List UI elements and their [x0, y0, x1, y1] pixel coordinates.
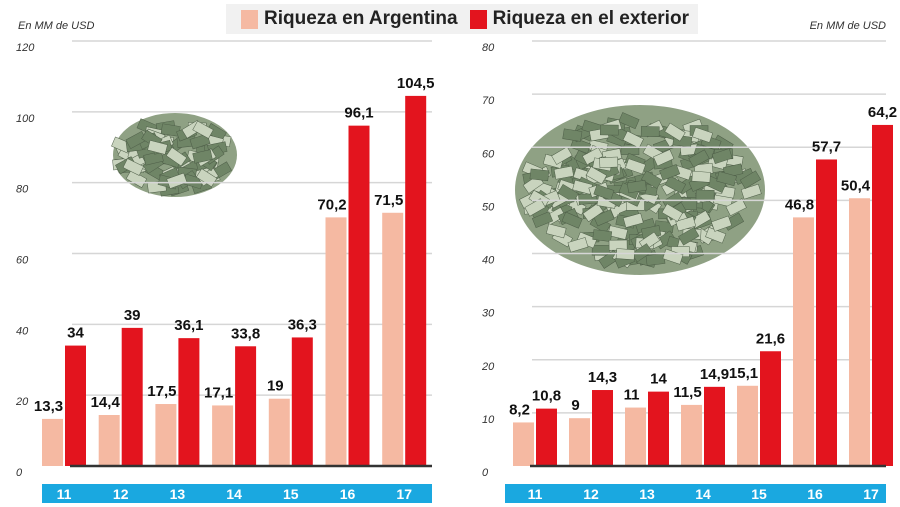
left-value-label: 13,3 [34, 398, 63, 415]
right-y-tick-label: 10 [482, 414, 495, 426]
left-value-label: 17,5 [147, 383, 176, 400]
right-x-tick-label: 16 [807, 486, 823, 502]
left-y-tick-label: 20 [15, 396, 29, 408]
left-y-tick-label: 80 [16, 184, 29, 196]
left-x-tick-label: 13 [170, 486, 186, 502]
right-value-label: 21,6 [756, 330, 785, 347]
left-y-tick-label: 60 [16, 255, 29, 267]
right-y-tick-label: 60 [482, 148, 495, 160]
money-pile-image-left [111, 113, 237, 197]
right-value-label: 9 [571, 397, 579, 414]
left-x-tick-label: 17 [396, 486, 412, 502]
left-bar-exterior [178, 338, 200, 466]
right-bar-argentina [569, 418, 590, 466]
right-bar-exterior [648, 391, 669, 466]
right-value-label: 14 [650, 371, 667, 388]
left-bar-argentina [212, 405, 234, 466]
left-bar-argentina [98, 415, 120, 466]
left-value-label: 14,4 [91, 394, 121, 411]
right-bar-exterior [592, 390, 613, 466]
right-y-tick-label: 30 [482, 308, 495, 320]
left-y-tick-label: 0 [16, 467, 23, 479]
right-y-tick-label: 80 [482, 42, 495, 54]
left-y-tick-label: 120 [16, 42, 35, 54]
legend: Riqueza en Argentina Riqueza en el exter… [226, 4, 698, 34]
legend-swatch-exterior [469, 9, 487, 29]
right-y-tick-label: 20 [481, 361, 495, 373]
left-value-label: 17,1 [204, 384, 233, 401]
left-value-label: 71,5 [374, 192, 403, 209]
left-value-label: 36,1 [174, 317, 203, 334]
left-bar-exterior [65, 345, 86, 466]
right-value-label: 64,2 [868, 104, 897, 121]
right-value-label: 15,1 [729, 365, 758, 382]
right-value-label: 57,7 [812, 138, 841, 155]
right-bar-exterior [704, 386, 725, 466]
right-y-tick-label: 70 [482, 95, 495, 107]
right-x-tick-label: 15 [751, 486, 767, 502]
right-value-label: 8,2 [509, 401, 530, 418]
legend-swatch-argentina [241, 9, 259, 29]
left-x-tick-label: 15 [283, 486, 299, 502]
right-value-label: 10,8 [532, 388, 561, 405]
left-bar-argentina [382, 212, 404, 466]
left-y-tick-label: 40 [16, 325, 29, 337]
left-value-label: 104,5 [397, 75, 435, 92]
right-value-label: 46,8 [785, 196, 814, 213]
right-bar-argentina [849, 198, 870, 466]
right-bar-exterior [760, 351, 781, 466]
right-y-tick-label: 40 [482, 255, 495, 267]
left-value-label: 96,1 [344, 105, 373, 122]
right-x-tick-label: 12 [583, 486, 599, 502]
left-bar-exterior [405, 95, 427, 466]
left-x-tick-label: 16 [340, 486, 356, 502]
left-bar-exterior [348, 125, 370, 466]
right-bar-argentina [681, 404, 702, 466]
left-bar-exterior [121, 327, 143, 466]
left-value-label: 34 [67, 325, 84, 342]
right-y-tick-label: 0 [482, 467, 489, 479]
left-x-tick-label: 11 [57, 486, 72, 502]
right-bar-argentina [625, 407, 646, 466]
right-value-label: 11,5 [673, 384, 701, 401]
right-x-tick-label: 11 [528, 486, 543, 502]
left-bar-exterior [291, 337, 313, 466]
right-value-label: 14,9 [700, 366, 729, 383]
left-value-label: 33,8 [231, 325, 260, 342]
right-x-axis-band [505, 484, 886, 503]
legend-label-argentina: Riqueza en Argentina [264, 8, 458, 29]
left-x-tick-label: 14 [226, 486, 242, 502]
left-bar-argentina [325, 217, 347, 466]
right-value-label: 11 [624, 387, 640, 404]
left-bar-exterior [235, 346, 257, 466]
right-x-tick-label: 13 [639, 486, 655, 502]
right-bar-exterior [536, 408, 557, 466]
left-value-label: 36,3 [288, 316, 317, 333]
right-bar-argentina [513, 422, 534, 466]
left-x-tick-label: 12 [113, 486, 129, 502]
left-bar-argentina [42, 418, 63, 466]
right-x-tick-label: 17 [863, 486, 879, 502]
right-bar-exterior [872, 124, 893, 466]
legend-label-exterior: Riqueza en el exterior [492, 8, 689, 29]
left-unit-label: En MM de USD [18, 20, 95, 32]
right-bar-exterior [816, 159, 837, 466]
left-value-label: 70,2 [317, 196, 346, 213]
left-value-label: 19 [267, 378, 284, 395]
left-bar-argentina [155, 404, 177, 466]
left-value-label: 39 [124, 307, 141, 324]
left-x-axis-band [42, 484, 432, 503]
money-pile-image-right [515, 105, 765, 275]
right-y-tick-label: 50 [482, 201, 495, 213]
right-bar-argentina [793, 217, 814, 466]
right-unit-label: En MM de USD [809, 20, 886, 32]
right-value-label: 50,4 [841, 177, 871, 194]
right-bar-argentina [737, 385, 758, 466]
left-bar-argentina [268, 398, 290, 466]
right-x-tick-label: 14 [695, 486, 711, 502]
right-value-label: 14,3 [588, 369, 617, 386]
left-y-tick-label: 100 [16, 113, 35, 125]
